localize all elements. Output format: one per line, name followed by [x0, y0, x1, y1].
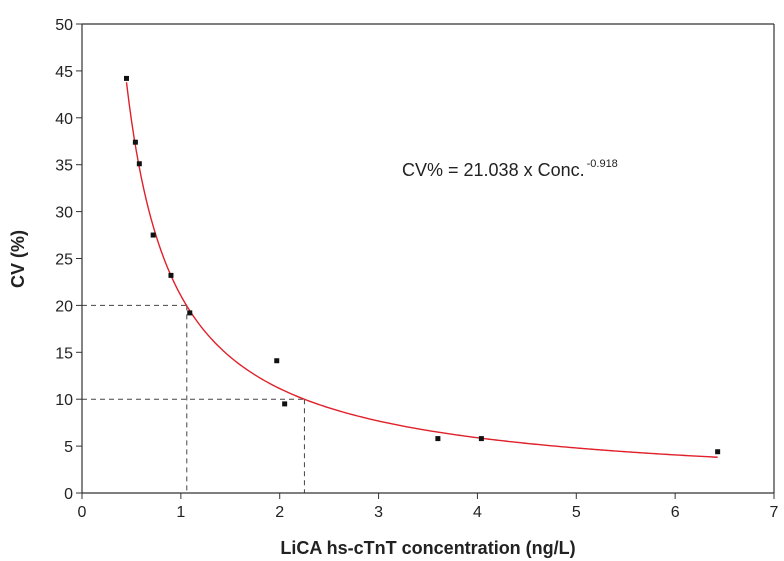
data-point — [478, 436, 484, 442]
data-point — [123, 75, 129, 81]
x-axis-title: LiCA hs-cTnT concentration (ng/L) — [280, 538, 575, 558]
data-point — [715, 449, 721, 455]
x-tick-label: 1 — [176, 504, 185, 521]
y-tick-label: 15 — [55, 345, 73, 362]
data-points — [123, 75, 721, 455]
x-tick-label: 3 — [374, 504, 383, 521]
y-tick-label: 20 — [55, 298, 73, 315]
x-tick-label: 7 — [770, 504, 779, 521]
x-tick-label: 6 — [671, 504, 680, 521]
data-point — [132, 139, 138, 145]
y-tick-label: 10 — [55, 392, 73, 409]
data-point — [136, 161, 142, 167]
fit-curve — [125, 82, 718, 458]
data-point — [274, 358, 280, 364]
reference-lines — [82, 304, 305, 493]
y-tick-label: 35 — [55, 158, 73, 175]
y-axis-title: CV (%) — [8, 230, 28, 288]
data-point — [168, 272, 174, 278]
data-point — [435, 436, 441, 442]
y-tick-label: 25 — [55, 252, 73, 269]
y-tick-label: 5 — [64, 439, 73, 456]
data-point — [187, 310, 193, 316]
y-tick-label: 45 — [55, 64, 73, 81]
fit-equation: CV% = 21.038 x Conc. -0.918 — [402, 158, 618, 180]
x-tick-label: 0 — [78, 504, 87, 521]
data-point — [150, 232, 156, 238]
x-tick-label: 5 — [572, 504, 581, 521]
data-point — [282, 401, 288, 407]
y-tick-label: 50 — [55, 17, 73, 34]
fit-layer — [125, 82, 718, 458]
x-tick-label: 4 — [473, 504, 482, 521]
y-tick-label: 30 — [55, 205, 73, 222]
y-tick-label: 40 — [55, 111, 73, 128]
y-tick-label: 0 — [64, 486, 73, 503]
x-tick-label: 2 — [275, 504, 284, 521]
